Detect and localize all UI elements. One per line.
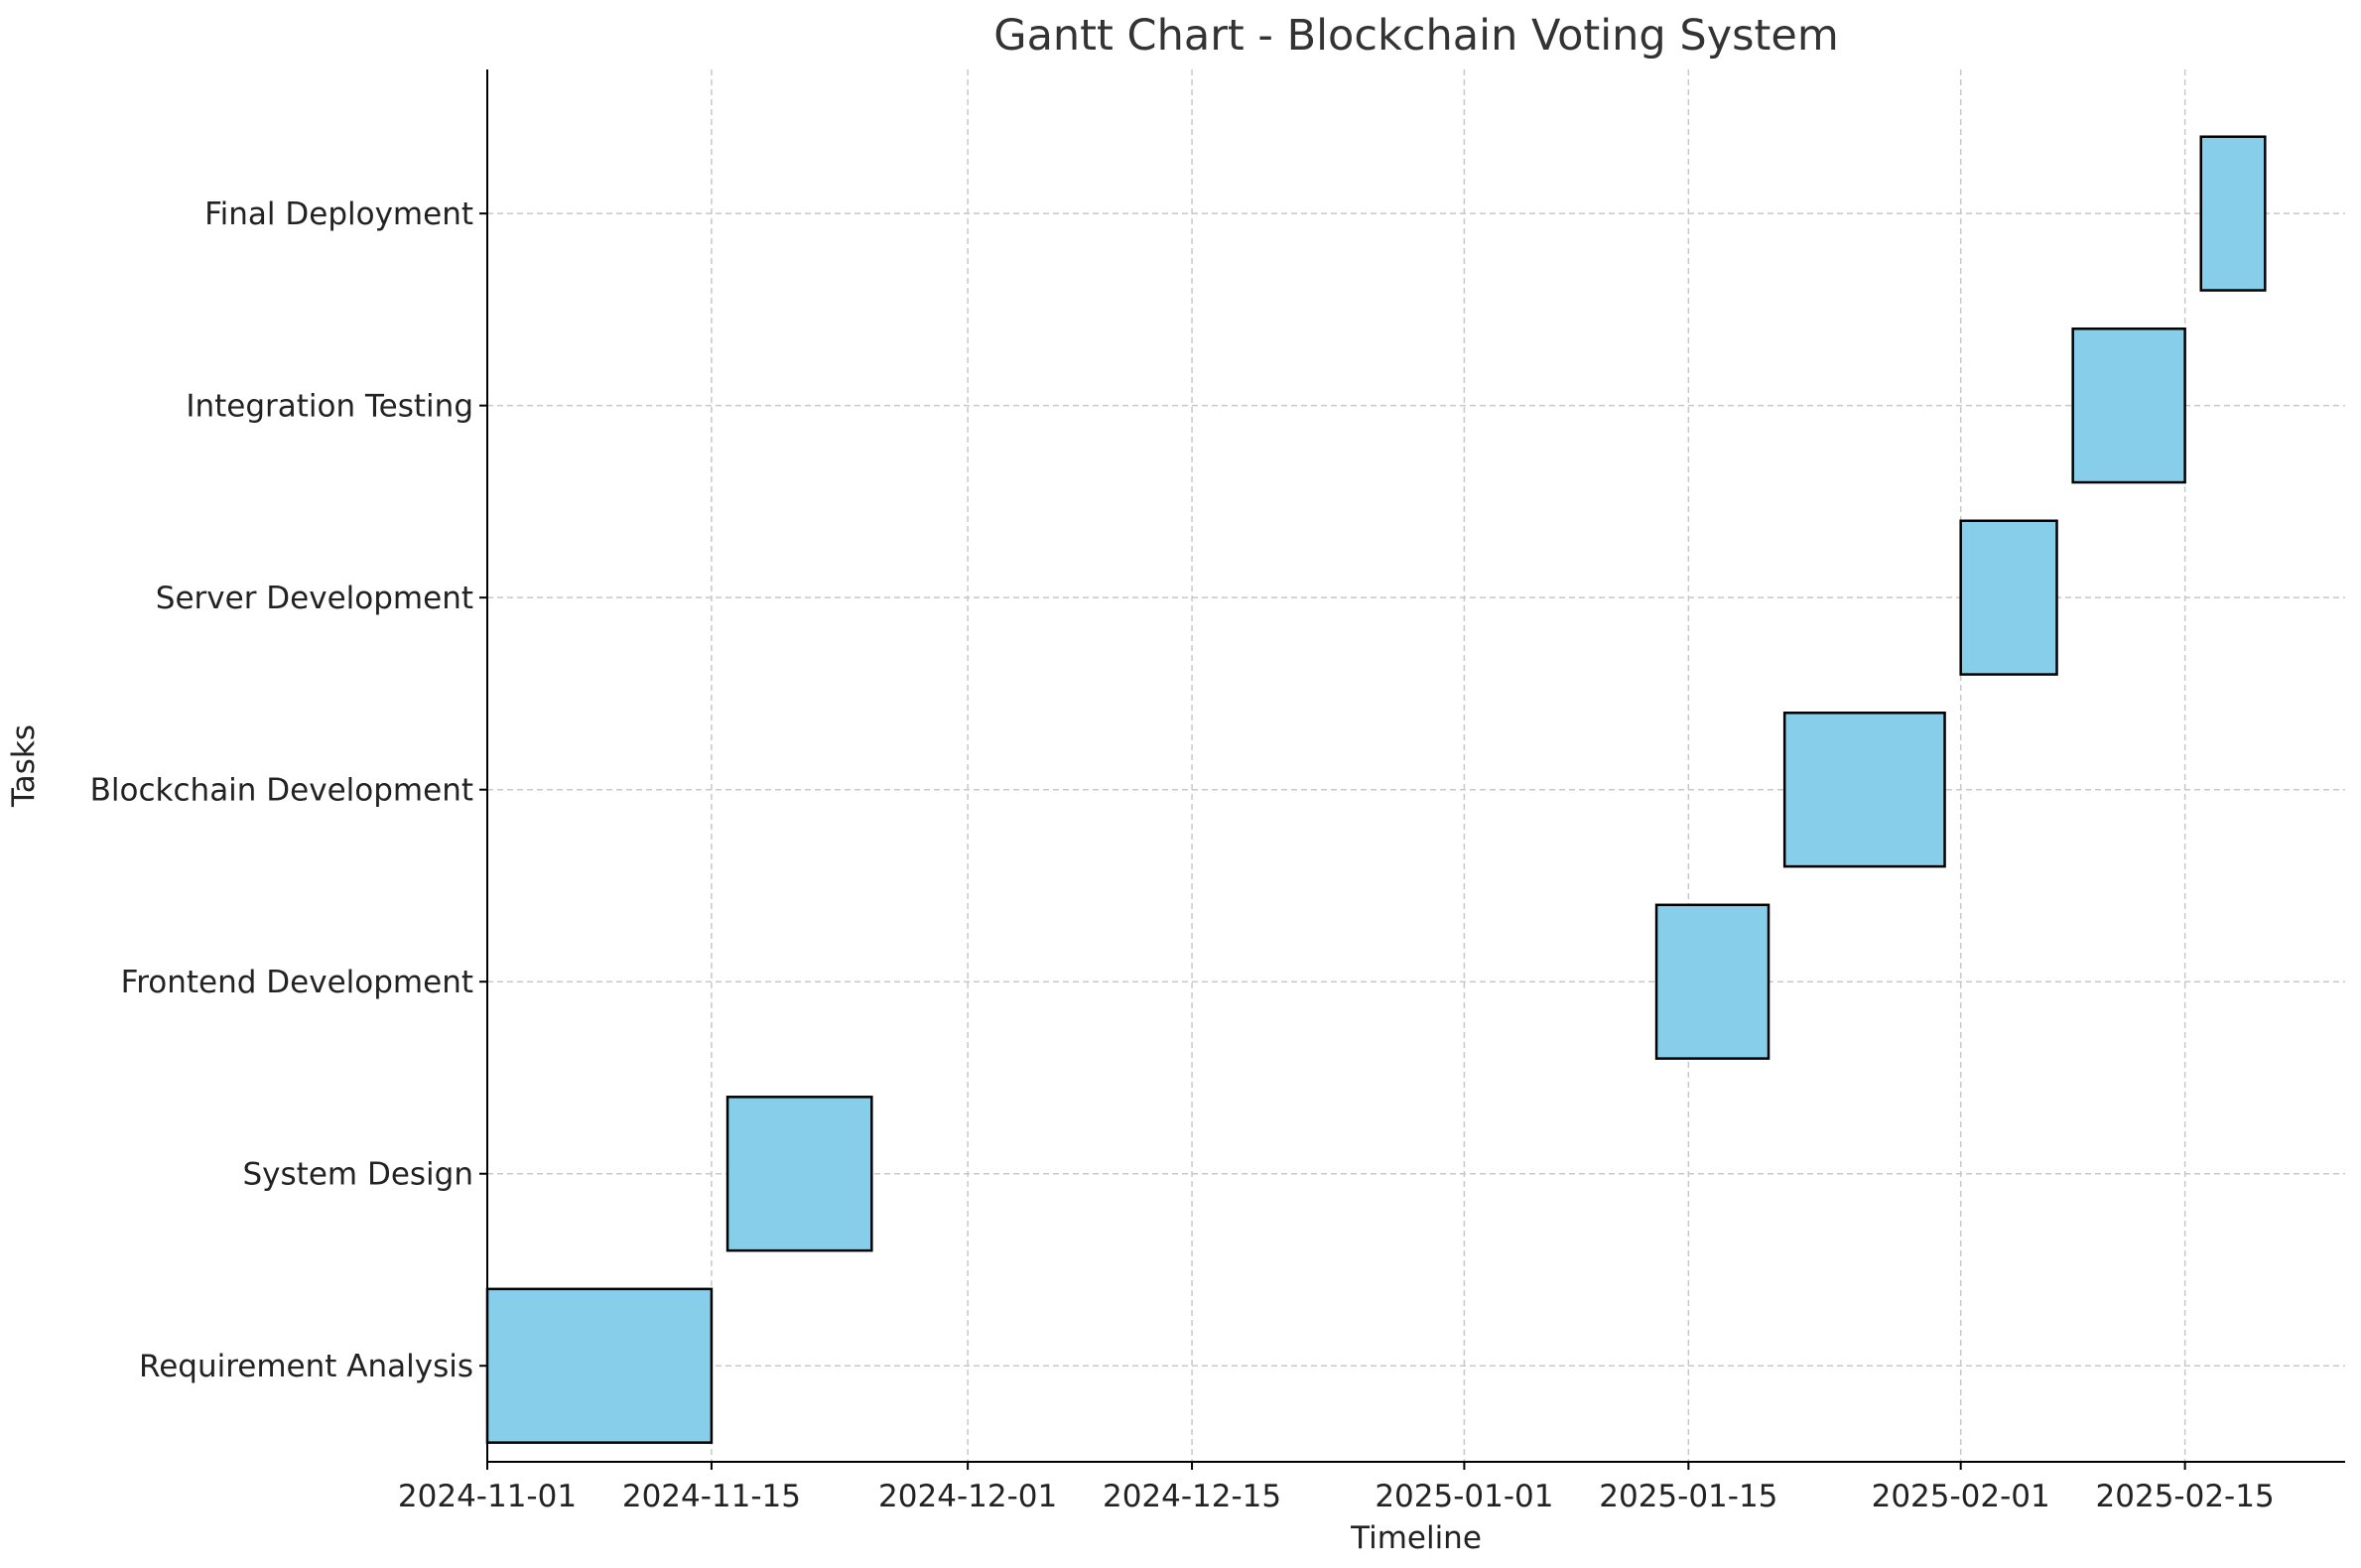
- task-bar: [1654, 903, 1771, 1060]
- task-bar: [2199, 135, 2267, 292]
- y-tick-label: Final Deployment: [204, 196, 473, 232]
- x-tick-label: 2025-01-15: [1599, 1479, 1777, 1514]
- y-tick-label: System Design: [243, 1157, 474, 1193]
- y-tick-label: Requirement Analysis: [139, 1349, 473, 1384]
- task-bar: [2071, 327, 2186, 484]
- x-tick-label: 2024-12-15: [1103, 1479, 1281, 1514]
- ticks-layer: 2024-11-01 2024-11-15 2024-12-01 2024-12-15…: [90, 196, 2275, 1514]
- y-tick-label: Frontend Development: [121, 965, 473, 1000]
- y-tick-label: Integration Testing: [186, 389, 473, 425]
- x-tick-label: 2025-01-01: [1375, 1479, 1553, 1514]
- y-axis-label: Tasks: [6, 724, 42, 808]
- chart-title: Gantt Chart - Blockchain Voting System: [993, 11, 1839, 61]
- bars-layer: [485, 135, 2267, 1444]
- x-tick-label: 2024-11-01: [398, 1479, 577, 1514]
- grid-layer: [486, 69, 2345, 1462]
- x-axis-label: Timeline: [1350, 1520, 1482, 1556]
- task-bar: [485, 1287, 714, 1444]
- task-bar: [1959, 519, 2058, 676]
- x-tick-label: 2025-02-01: [1872, 1479, 2050, 1514]
- task-bar: [1782, 712, 1946, 868]
- x-tick-label: 2024-11-15: [622, 1479, 801, 1514]
- task-bar: [725, 1096, 873, 1252]
- axes-layer: [486, 69, 2345, 1463]
- y-tick-label: Server Development: [156, 581, 473, 616]
- x-tick-label: 2025-02-15: [2096, 1479, 2275, 1514]
- x-tick-label: 2024-12-01: [878, 1479, 1057, 1514]
- y-tick-label: Blockchain Development: [90, 773, 473, 809]
